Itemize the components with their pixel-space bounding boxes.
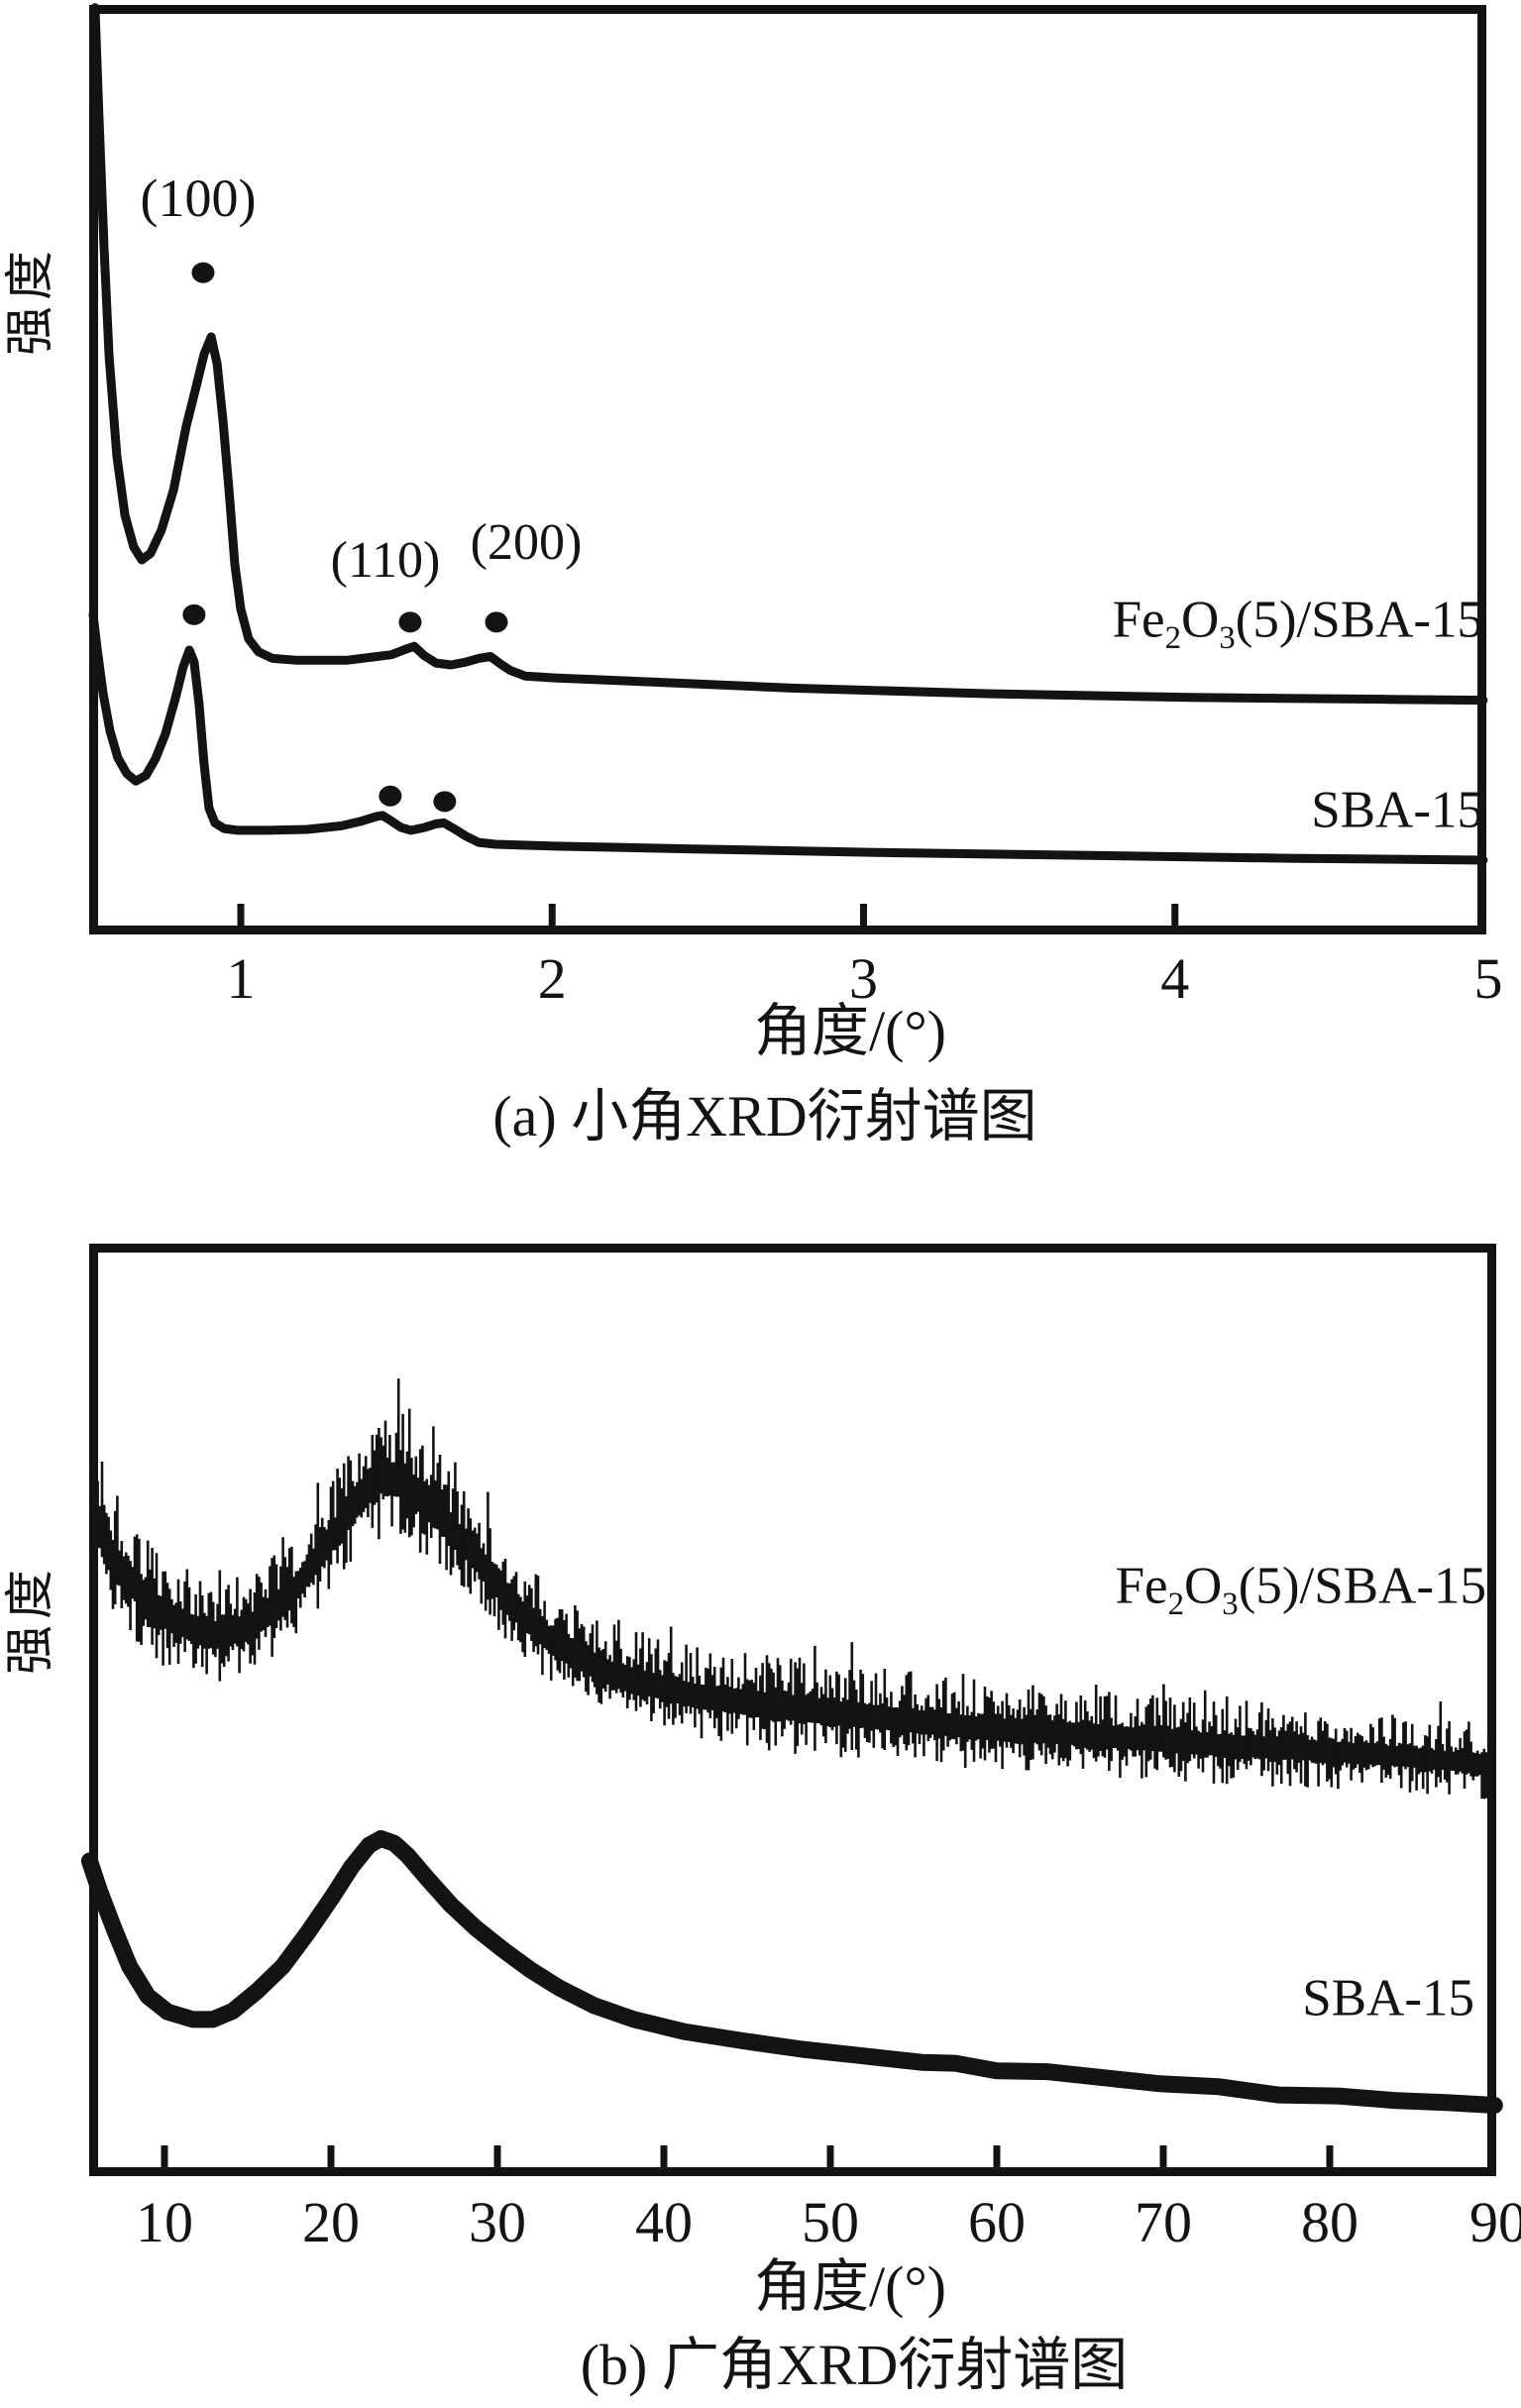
peak-marker-dot xyxy=(485,611,508,633)
panel-b-wide-angle-xrd-x-tick-label: 20 xyxy=(302,2190,360,2254)
panel-b-wide-angle-xrd-x-tick-label: 50 xyxy=(802,2190,859,2254)
panel-b-series-label-fe2o3-sba15: Fe2O3(5)/SBA-15 xyxy=(1115,1557,1486,1622)
panel-a-xaxis-title: 角度/(°) xyxy=(754,999,946,1063)
panel-b-wide-angle-xrd-x-tick-label: 90 xyxy=(1469,2190,1521,2254)
label-text: (5)/SBA-15 xyxy=(1235,591,1483,649)
panel-a-caption: (a) 小角XRD衍射谱图 xyxy=(492,1084,1037,1149)
subscript-text: 3 xyxy=(1219,619,1236,656)
panel-a-small-angle-xrd-x-tick-label: 3 xyxy=(849,946,878,1011)
panel-b-wide-angle-xrd-x-tick-label: 10 xyxy=(136,2190,193,2254)
label-text: Fe xyxy=(1115,1557,1168,1615)
panel-a-small-angle-xrd-frame xyxy=(89,5,1486,934)
panel-b-xaxis-title: 角度/(°) xyxy=(754,2254,946,2319)
peak-marker-dot xyxy=(433,791,457,813)
panel-b-wide-angle-xrd-x-tick-label: 60 xyxy=(968,2190,1026,2254)
label-text: Fe xyxy=(1112,591,1165,649)
panel-a-peak-label-100: (100) xyxy=(140,168,257,228)
peak-marker-dot xyxy=(398,611,422,633)
panel-a-series-label-fe2o3-sba15: Fe2O3(5)/SBA-15 xyxy=(1112,591,1483,656)
curve-sba-15 xyxy=(88,609,1488,865)
panel-a-ylabel: 强度 xyxy=(2,245,57,356)
panel-a-peak-label-110: (110) xyxy=(330,532,441,589)
subscript-text: 2 xyxy=(1164,619,1181,656)
panel-b-wide-angle-xrd-x-tick-label: 40 xyxy=(635,2190,693,2254)
label-text: O xyxy=(1184,1557,1223,1615)
peak-marker-dot xyxy=(191,262,215,283)
label-text: O xyxy=(1181,591,1220,649)
peak-marker-dot xyxy=(379,785,402,807)
panel-b-ylabel: 强度 xyxy=(2,1564,57,1675)
noise-curve-fe2o3-5-sba-15 xyxy=(89,1378,1494,1800)
panel-a-small-angle-xrd-x-tick-label: 4 xyxy=(1160,946,1190,1011)
panel-a-small-angle-xrd-x-tick-label: 1 xyxy=(226,946,256,1011)
peak-marker-dot xyxy=(182,603,206,625)
subscript-text: 3 xyxy=(1222,1586,1239,1622)
panel-a-peak-label-200: (200) xyxy=(470,514,583,571)
panel-a-small-angle-xrd-x-tick-label: 2 xyxy=(537,946,567,1011)
panel-b-wide-angle-xrd-x-tick-label: 30 xyxy=(469,2190,526,2254)
panel-b-wide-angle-xrd-x-tick-label: 80 xyxy=(1301,2190,1358,2254)
panel-b-caption: (b) 广角XRD衍射谱图 xyxy=(580,2333,1129,2397)
curve-sba-15 xyxy=(80,1829,1503,2114)
panel-a-small-angle-xrd-x-tick-label: 5 xyxy=(1473,946,1503,1011)
panel-b-wide-angle-xrd-x-tick-label: 70 xyxy=(1135,2190,1192,2254)
panel-a-series-label-sba15: SBA-15 xyxy=(1311,781,1483,839)
subscript-text: 2 xyxy=(1167,1586,1184,1622)
panel-b-series-label-sba15: SBA-15 xyxy=(1302,1969,1474,2027)
curve-fe2o3-5-sba-15 xyxy=(90,3,1488,706)
panel-b-wide-angle-xrd-frame xyxy=(89,1244,1496,2176)
label-text: (5)/SBA-15 xyxy=(1238,1557,1486,1615)
